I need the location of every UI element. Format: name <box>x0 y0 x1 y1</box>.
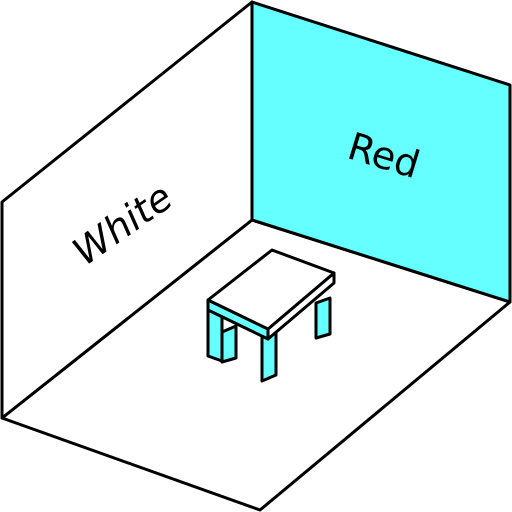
table <box>206 248 336 383</box>
table-leg-back-right <box>314 296 332 340</box>
back-wall <box>250 0 512 304</box>
table-leg-back-left <box>220 324 238 364</box>
table-top <box>206 248 336 331</box>
